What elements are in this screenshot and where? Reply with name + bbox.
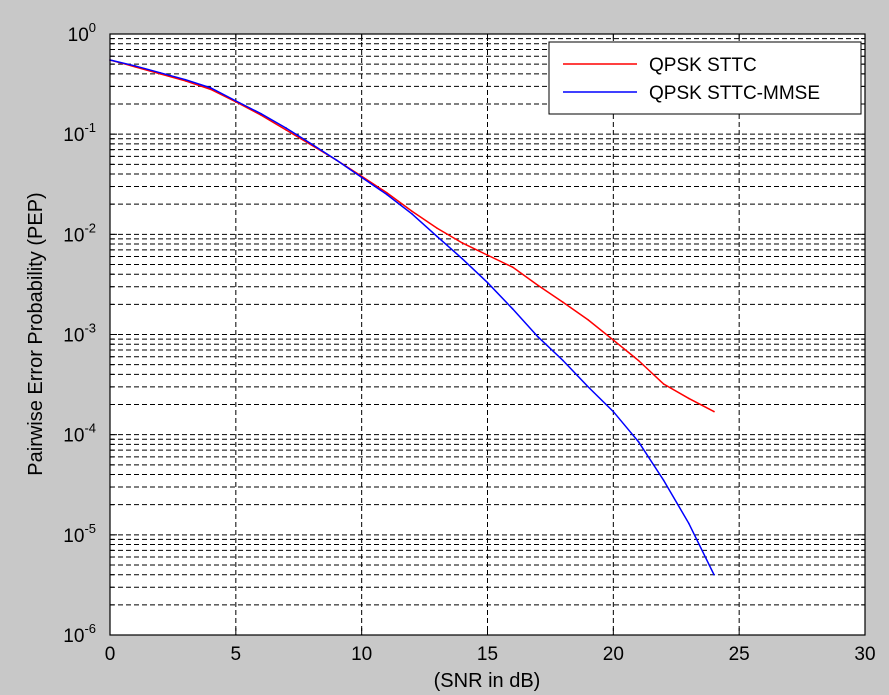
series-point-2 (612, 410, 615, 413)
series-point-1 (486, 254, 489, 256)
series-point-2 (209, 87, 212, 89)
x-axis-label: (SNR in dB) (434, 670, 541, 692)
x-tick-label: 25 (729, 644, 750, 665)
legend-box (548, 41, 862, 115)
series-point-2 (662, 479, 665, 482)
series-point-1 (637, 359, 640, 362)
y-tick-label: 10-5 (63, 521, 96, 547)
y-tick-label: 10-4 (63, 421, 96, 447)
series-point-1 (461, 242, 464, 244)
series-point-2 (486, 281, 489, 284)
series-point-2 (511, 308, 514, 310)
series-point-1 (537, 284, 539, 287)
x-tick-label: 0 (105, 644, 116, 665)
series-point-1 (713, 410, 715, 413)
series-point-2 (562, 359, 564, 362)
series-point-1 (285, 129, 287, 131)
series-point-2 (285, 127, 287, 129)
series-point-2 (461, 257, 464, 260)
series-point-2 (713, 573, 715, 576)
series-point-2 (537, 335, 539, 338)
series-point-1 (386, 191, 388, 194)
series-point-1 (436, 227, 438, 230)
series-point-1 (209, 88, 212, 91)
grid (110, 34, 865, 635)
x-tick-label: 10 (351, 644, 372, 665)
series-point-2 (335, 159, 338, 161)
series-point-2 (436, 235, 438, 238)
legend-label: QPSK STTC-MMSE (649, 83, 820, 104)
y-tick-label: 10-3 (63, 321, 96, 347)
series-layer (109, 59, 715, 576)
series-point-1 (511, 266, 514, 268)
series-point-2 (184, 78, 187, 81)
y-tick-label: 10-1 (63, 120, 96, 146)
series-point-2 (235, 100, 237, 102)
series-point-2 (134, 65, 136, 67)
y-tick-label: 10-6 (63, 621, 96, 647)
series-point-1 (662, 383, 665, 385)
series-point-2 (386, 193, 388, 196)
legend-label: QPSK STTC (649, 55, 757, 76)
series-point-1 (612, 339, 615, 341)
series-point-1 (688, 397, 690, 400)
series-point-2 (411, 213, 413, 215)
y-tick-label: 10-2 (63, 220, 96, 246)
legend: QPSK STTC QPSK STTC-MMSE (548, 41, 862, 115)
y-axis-label: Pairwise Error Probability (PEP) (25, 192, 47, 475)
series-point-1 (587, 319, 589, 321)
series-point-2 (260, 112, 262, 115)
x-tick-label: 30 (854, 644, 875, 665)
series-point-2 (159, 71, 162, 74)
series-point-2 (587, 386, 589, 388)
series-point-2 (310, 143, 313, 145)
x-tick-label: 20 (603, 644, 624, 665)
ticks: 0 5 10 15 20 25 30 100 10-1 10-2 10-3 10-4 10-5 10-6 (63, 20, 875, 665)
series-point-1 (411, 210, 413, 213)
series-point-2 (637, 440, 640, 443)
x-tick-label: 15 (477, 644, 498, 665)
x-tick-label: 5 (231, 644, 242, 665)
series-point-1 (562, 301, 564, 304)
y-tick-label: 100 (68, 20, 96, 46)
series-point-2 (360, 176, 363, 179)
series-point-2 (688, 522, 690, 525)
